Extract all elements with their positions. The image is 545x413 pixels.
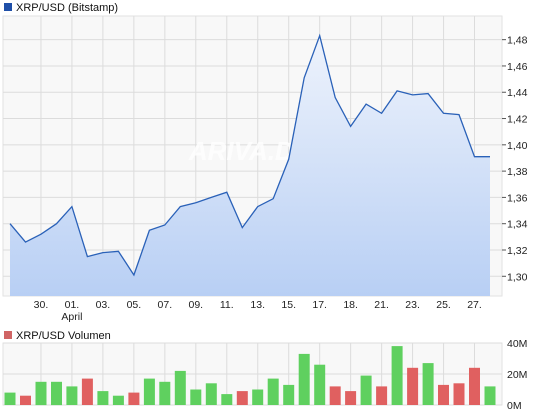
price-y-tick-label: 1,32: [507, 245, 528, 257]
volume-bar: [376, 386, 388, 405]
volume-bars: [4, 346, 496, 406]
price-x-tick-label: 13.: [250, 299, 265, 311]
price-y-tick-label: 1,40: [507, 140, 528, 152]
volume-bar: [20, 395, 31, 405]
volume-bar: [236, 391, 248, 405]
volume-bar: [329, 386, 341, 405]
volume-bar: [143, 378, 155, 405]
volume-bar: [97, 391, 109, 405]
volume-legend-swatch: [4, 331, 12, 339]
price-y-tick-label: 1,34: [507, 219, 528, 231]
volume-bar: [51, 381, 62, 406]
volume-panel: XRP/USD Volumen 0M 20M 40M: [2, 330, 527, 412]
volume-bar: [81, 378, 93, 405]
volume-bar: [4, 392, 16, 405]
volume-bar: [205, 383, 217, 405]
volume-y-tick-label: 40M: [507, 338, 527, 350]
price-y-tick-label: 1,46: [507, 61, 528, 73]
volume-bar: [391, 346, 403, 405]
volume-bar: [66, 386, 78, 405]
price-x-tick-label: 05.: [127, 299, 142, 311]
volume-bar: [469, 367, 480, 405]
price-x-tick-label: 09.: [189, 299, 204, 311]
price-x-tick-label: 30.: [34, 299, 49, 311]
price-x-month-label: April: [61, 311, 82, 323]
volume-bar: [438, 384, 449, 405]
volume-bar: [407, 367, 419, 405]
volume-y-tick-label: 20M: [507, 369, 527, 381]
volume-bar: [159, 381, 171, 406]
price-x-tick-label: 25.: [436, 299, 451, 311]
volume-bar: [174, 370, 186, 405]
volume-bar: [221, 394, 233, 405]
price-y-tick-label: 1,44: [507, 87, 528, 99]
price-y-tick-label: 1,48: [507, 35, 528, 47]
volume-bar: [252, 389, 264, 405]
price-x-tick-label: 11.: [220, 299, 234, 311]
volume-bar: [128, 392, 140, 405]
price-y-tick-label: 1,36: [507, 192, 528, 204]
price-series-line: [9, 33, 490, 277]
price-y-tick-label: 1,42: [507, 114, 528, 126]
price-x-tick-label: 18.: [343, 299, 358, 311]
volume-bar: [314, 364, 326, 405]
volume-y-tick-label: 0M: [507, 400, 522, 412]
price-panel: XRP/USD (Bitstamp) ARIVA.DE 1,301,321,34…: [2, 2, 528, 323]
price-area-fill: [10, 35, 490, 296]
price-legend-swatch: [4, 3, 12, 11]
volume-bar: [267, 378, 279, 405]
volume-legend-label: XRP/USD Volumen: [16, 330, 111, 342]
volume-bar: [360, 375, 372, 405]
price-x-tick-label: 15.: [281, 299, 296, 311]
volume-bar: [345, 391, 357, 405]
volume-bar: [112, 395, 124, 405]
price-y-tick-label: 1,30: [507, 271, 528, 283]
price-x-tick-label: 21.: [374, 299, 389, 311]
volume-bar: [190, 389, 202, 405]
volume-bar: [422, 363, 434, 405]
volume-bar: [453, 383, 465, 405]
volume-bar: [484, 386, 496, 405]
volume-bar: [298, 353, 310, 405]
price-x-tick-label: 01.: [65, 299, 80, 311]
price-legend-label: XRP/USD (Bitstamp): [16, 2, 118, 14]
price-y-tick-label: 1,38: [507, 166, 528, 178]
price-x-tick-label: 27.: [467, 299, 482, 311]
price-x-tick-label: 03.: [96, 299, 111, 311]
volume-bar: [283, 384, 295, 405]
price-x-axis: 30. 01. 03. 05. 07. 09. 11. 13. 15. 17. 18. 21. 23. 2…: [34, 299, 482, 323]
price-x-tick-label: 17.: [312, 299, 327, 311]
price-x-tick-label: 07.: [158, 299, 173, 311]
volume-bar: [35, 381, 47, 406]
price-y-axis: 1,30 1,32 1,34 1,36 1,38 1,40 1,42 1,44 1,46 1,48: [502, 35, 528, 283]
price-x-tick-label: 23.: [405, 299, 420, 311]
volume-y-axis: 0M 20M 40M: [507, 338, 527, 412]
